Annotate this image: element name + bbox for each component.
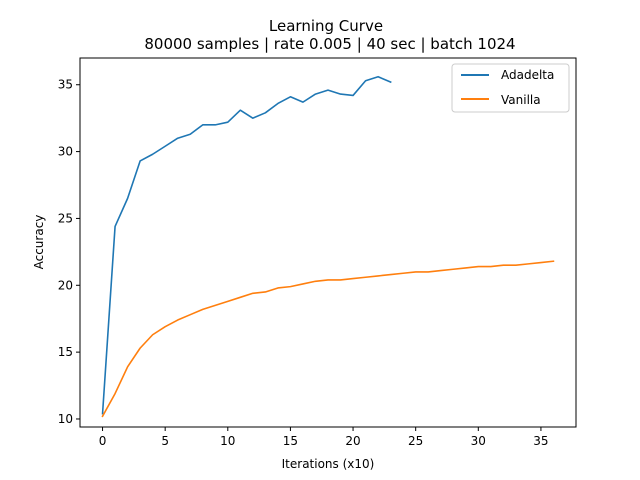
x-tick-label: 30 xyxy=(471,434,486,448)
x-tick-label: 35 xyxy=(533,434,548,448)
chart-title: Learning Curve xyxy=(269,17,383,35)
x-tick-label: 0 xyxy=(99,434,107,448)
y-tick-label: 35 xyxy=(58,78,73,92)
y-tick-label: 20 xyxy=(58,278,73,292)
x-axis-label: Iterations (x10) xyxy=(282,457,375,471)
series-line-adadelta xyxy=(101,75,392,415)
y-tick-label: 30 xyxy=(58,145,73,159)
series-line-vanilla xyxy=(101,260,555,418)
x-tick-label: 10 xyxy=(220,434,235,448)
plot-frame xyxy=(79,57,577,428)
legend-label-adadelta: Adadelta xyxy=(501,68,554,82)
x-tick-label: 5 xyxy=(161,434,169,448)
legend-label-vanilla: Vanilla xyxy=(501,93,541,107)
y-axis-ticks: 10 15 20 25 30 35 xyxy=(58,78,80,426)
plot-content xyxy=(101,75,555,418)
x-axis-ticks: 0 5 10 15 20 25 30 35 xyxy=(99,427,549,448)
x-tick-label: 15 xyxy=(283,434,298,448)
y-tick-label: 25 xyxy=(58,211,73,225)
x-tick-label: 25 xyxy=(408,434,423,448)
x-tick-label: 20 xyxy=(345,434,360,448)
legend: Adadelta Vanilla xyxy=(451,63,570,113)
y-tick-label: 10 xyxy=(58,412,73,426)
chart-subtitle: 80000 samples | rate 0.005 | 40 sec | ba… xyxy=(144,35,515,53)
y-tick-label: 15 xyxy=(58,345,73,359)
y-axis-label: Accuracy xyxy=(32,215,46,270)
